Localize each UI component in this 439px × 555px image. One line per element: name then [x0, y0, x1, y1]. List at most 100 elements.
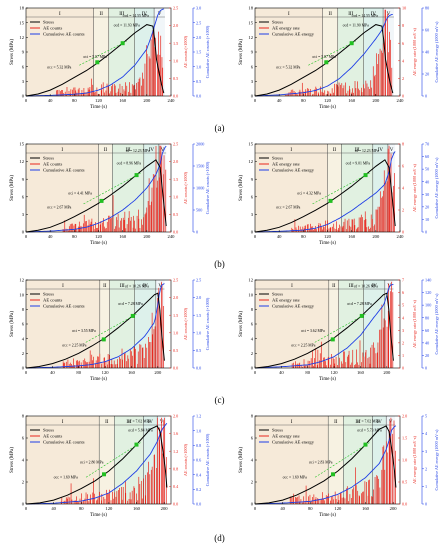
x-tick-label: 40 [50, 370, 55, 375]
stage-label: I [62, 284, 64, 289]
x-tick-label: 80 [79, 506, 84, 511]
y3-tick-label: 2.5 [196, 278, 201, 283]
y-tick-label: 3 [251, 212, 254, 217]
y-tick-label: 4 [22, 336, 25, 341]
linear-fit-line [79, 40, 127, 66]
y-tick-label: 15 [248, 142, 253, 147]
stage-label: V [161, 148, 165, 153]
stage-label: II [105, 420, 109, 425]
y-axis-label: Stress (MPa) [10, 39, 15, 65]
y2-tick-label: 1.2 [173, 449, 178, 454]
y3-tick-label: 60 [425, 28, 429, 33]
y2-tick-label: 2.0 [173, 414, 178, 419]
y2-tick-label: 4 [402, 315, 405, 320]
y2-tick-label: 6 [402, 41, 404, 46]
stage-label: III [355, 420, 360, 425]
stage-label: V [158, 12, 162, 17]
stage-band-III [108, 8, 135, 96]
x-tick-label: 0 [254, 234, 257, 239]
threshold-annotation: σci = 5.57 MPa [83, 55, 107, 59]
y-tick-label: 2 [251, 480, 254, 485]
y2-tick-label: 2.0 [402, 414, 407, 419]
cumulative-line [26, 422, 168, 505]
y2-tick-label: 1.6 [173, 431, 178, 436]
stage-band-I [26, 416, 100, 504]
threshold-annotation: σcd = 5.84 MPa [128, 428, 153, 432]
y-tick-label: 9 [22, 50, 25, 55]
y2-tick-label: 0.5 [173, 76, 178, 81]
threshold-annotation: σcd = 11.90 MPa [343, 24, 370, 28]
caption-b: (b) [214, 259, 225, 269]
stage-label: III [348, 12, 353, 17]
x-axis-label: Time (s) [319, 513, 336, 518]
y-tick-label: 0 [251, 502, 254, 507]
y-tick-label: 6 [22, 436, 25, 441]
y-tick-label: 2 [22, 480, 25, 485]
y-tick-label: 12 [248, 35, 253, 40]
x-tick-label: 120 [102, 370, 110, 375]
legend-entry: Stress [272, 156, 283, 161]
threshold-marker [95, 60, 100, 65]
stage-label: I [290, 148, 292, 153]
legend-entry: Stress [272, 20, 283, 25]
x-tick-label: 0 [25, 98, 28, 103]
y3-tick-label: 0.0 [196, 502, 201, 507]
x-tick-label: 40 [277, 98, 282, 103]
y-tick-label: 8 [22, 307, 25, 312]
y2-tick-label: 3 [402, 328, 404, 333]
linear-fit-line [83, 172, 141, 205]
x-tick-label: 160 [128, 370, 136, 375]
y-tick-label: 0 [251, 230, 254, 235]
threshold-annotation: σcd = 9.01 MPa [346, 162, 371, 166]
x-axis-label: Time (s) [90, 377, 107, 382]
y3-tick-label: 0 [425, 366, 427, 371]
y-tick-label: 8 [251, 414, 254, 419]
cumulative-line [255, 425, 397, 505]
legend-entry: AE counts [43, 26, 62, 31]
stage-band-III [341, 144, 373, 232]
y3-tick-label: 1.5 [196, 313, 201, 318]
threshold-marker [349, 41, 354, 46]
y2-tick-label: 2 [402, 340, 404, 345]
stage-band-I [255, 416, 329, 504]
y3-tick-label: 40 [425, 179, 429, 184]
y2-tick-label: 2.0 [173, 23, 178, 28]
stage-band-V [383, 8, 394, 96]
x-tick-label: 0 [25, 506, 28, 511]
threshold-annotation: σf = 7.02 MPa [128, 420, 150, 424]
y2-axis-label: AE energy rate (1000 mV·s) [412, 27, 417, 75]
x-tick-label: 200 [154, 370, 162, 375]
x-tick-label: 80 [301, 234, 306, 239]
threshold-marker [330, 337, 335, 342]
y3-tick-label: 1.0 [196, 428, 201, 433]
legend-entry: Cumulative AE energy [272, 440, 315, 445]
y-tick-label: 6 [251, 64, 254, 69]
threshold-annotation: σf = 10.26 MPa [354, 284, 378, 288]
y2-tick-label: 1.0 [173, 330, 178, 335]
y3-tick-label: 20 [425, 204, 429, 209]
stage-band-II [322, 8, 338, 96]
legend-entry: AE energy rate [272, 298, 300, 303]
y2-tick-label: 5 [402, 303, 404, 308]
linear-fit-line [314, 313, 366, 343]
y-axis-label: Stress (MPa) [239, 447, 244, 473]
y3-tick-label: 70 [425, 142, 429, 147]
y3-tick-label: 0.0 [196, 94, 201, 99]
y2-tick-label: 0.0 [173, 230, 178, 235]
y-tick-label: 10 [248, 292, 253, 297]
x-tick-label: 0 [25, 234, 28, 239]
legend-entry: Stress [43, 292, 54, 297]
x-tick-label: 240 [397, 234, 405, 239]
stage-label: IV [378, 148, 384, 153]
y2-tick-label: 0.0 [402, 502, 407, 507]
y-tick-label: 3 [22, 212, 25, 217]
x-axis-label: Time (s) [319, 105, 336, 110]
threshold-marker [101, 337, 106, 342]
y-tick-label: 15 [19, 20, 24, 25]
stress-line [25, 425, 168, 505]
threshold-annotation: σcd = 8.96 MPa [117, 162, 142, 166]
x-tick-label: 160 [362, 506, 370, 511]
y2-tick-label: 4 [402, 58, 405, 63]
cumulative-line [255, 151, 396, 233]
